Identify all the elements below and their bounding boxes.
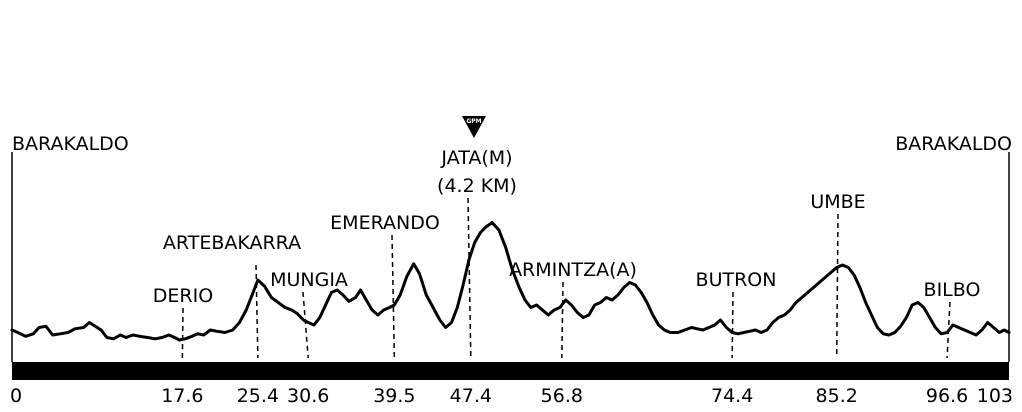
point-label: BILBO (924, 279, 981, 301)
point-dash-line (835, 213, 839, 359)
point-dash-line (181, 307, 184, 359)
point-dash-line (731, 291, 734, 359)
point-label: ARTEBAKARRA (163, 232, 301, 254)
km-tick-label: 74.4 (711, 385, 753, 407)
finish-label: BARAKALDO (895, 133, 1012, 155)
km-tick-label: 85.2 (816, 385, 858, 407)
start-label: BARAKALDO (12, 133, 129, 155)
gpm-triangle-icon (462, 116, 486, 138)
gpm-label: GPM (466, 118, 481, 125)
km-tick-label: 17.6 (161, 385, 203, 407)
km-tick-label: 30.6 (287, 385, 329, 407)
km-tick-label: 25.4 (237, 385, 279, 407)
km-tick-label: 47.4 (450, 385, 492, 407)
km-tick-label: 39.5 (373, 385, 415, 407)
point-label: EMERANDO (330, 212, 440, 234)
point-dash-line (391, 234, 396, 359)
point-label: JATA(M) (440, 147, 512, 169)
point-label: MUNGIA (270, 269, 348, 291)
gpm-marker: GPM (462, 116, 486, 138)
point-dash-line (302, 291, 309, 359)
point-label: DERIO (153, 285, 213, 307)
km-tick-label: 96.6 (926, 385, 968, 407)
point-dash-line (467, 197, 472, 359)
point-label: UMBE (810, 191, 865, 213)
point-sublabel: (4.2 KM) (437, 175, 517, 197)
km-tick-label: 103 (977, 385, 1013, 407)
point-dash-line (255, 264, 259, 359)
point-label: BUTRON (696, 269, 777, 291)
point-dash-line (561, 281, 564, 359)
km-tick-label: 0 (10, 385, 22, 407)
km-tick-label: 56.8 (541, 385, 583, 407)
elevation-profile-line (10, 221, 1011, 342)
point-label: ARMINTZA(A) (509, 259, 637, 281)
baseline-bar (12, 362, 1009, 380)
